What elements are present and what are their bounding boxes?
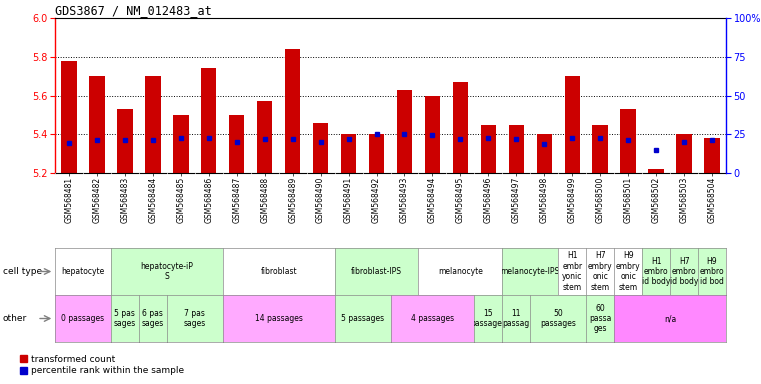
- Bar: [89, 76, 104, 173]
- Text: GSM568481: GSM568481: [65, 177, 74, 223]
- Text: H1
embr
yonic
stem: H1 embr yonic stem: [562, 252, 582, 291]
- Text: H1
embro
id body: H1 embro id body: [642, 257, 670, 286]
- Text: H9
embry
onic
stem: H9 embry onic stem: [616, 252, 641, 291]
- Text: GSM568487: GSM568487: [232, 177, 241, 223]
- Bar: [481, 124, 496, 173]
- Text: GSM568502: GSM568502: [651, 177, 661, 223]
- Text: 5 passages: 5 passages: [341, 314, 384, 323]
- Bar: [313, 122, 328, 173]
- Text: fibroblast-IPS: fibroblast-IPS: [351, 267, 402, 276]
- Text: melanocyte-IPS: melanocyte-IPS: [501, 267, 560, 276]
- Text: GSM568490: GSM568490: [316, 177, 325, 223]
- Text: GSM568499: GSM568499: [568, 177, 577, 223]
- Bar: [396, 90, 412, 173]
- Text: H7
embro
id body: H7 embro id body: [670, 257, 699, 286]
- Text: 7 pas
sages: 7 pas sages: [183, 309, 206, 328]
- Bar: [425, 96, 440, 173]
- Text: GSM568491: GSM568491: [344, 177, 353, 223]
- Text: hepatocyte: hepatocyte: [62, 267, 104, 276]
- Text: GDS3867 / NM_012483_at: GDS3867 / NM_012483_at: [55, 4, 212, 17]
- Text: fibroblast: fibroblast: [260, 267, 297, 276]
- Bar: [565, 76, 580, 173]
- Text: GSM568492: GSM568492: [372, 177, 381, 223]
- Bar: [648, 169, 664, 173]
- Text: GSM568496: GSM568496: [484, 177, 493, 223]
- Bar: [620, 109, 636, 173]
- Text: GSM568482: GSM568482: [92, 177, 101, 223]
- Bar: [201, 68, 216, 173]
- Bar: [173, 115, 189, 173]
- Bar: [117, 109, 132, 173]
- Text: cell type: cell type: [3, 267, 42, 276]
- Bar: [593, 124, 608, 173]
- Bar: [257, 101, 272, 173]
- Text: 50
passages: 50 passages: [540, 309, 576, 328]
- Text: n/a: n/a: [664, 314, 677, 323]
- Text: GSM568495: GSM568495: [456, 177, 465, 223]
- Bar: [145, 76, 161, 173]
- Text: GSM568503: GSM568503: [680, 177, 689, 223]
- Text: GSM568488: GSM568488: [260, 177, 269, 223]
- Text: 60
passa
ges: 60 passa ges: [589, 304, 611, 333]
- Bar: [62, 61, 77, 173]
- Text: 4 passages: 4 passages: [411, 314, 454, 323]
- Text: GSM568489: GSM568489: [288, 177, 297, 223]
- Text: GSM568498: GSM568498: [540, 177, 549, 223]
- Text: GSM568497: GSM568497: [512, 177, 521, 223]
- Text: GSM568494: GSM568494: [428, 177, 437, 223]
- Text: other: other: [3, 314, 27, 323]
- Text: GSM568483: GSM568483: [120, 177, 129, 223]
- Text: GSM568486: GSM568486: [204, 177, 213, 223]
- Text: 5 pas
sages: 5 pas sages: [114, 309, 136, 328]
- Text: 11
passag: 11 passag: [503, 309, 530, 328]
- Bar: [341, 134, 356, 173]
- Bar: [285, 49, 301, 173]
- Bar: [677, 134, 692, 173]
- Text: GSM568485: GSM568485: [177, 177, 186, 223]
- Text: GSM568484: GSM568484: [148, 177, 158, 223]
- Text: 0 passages: 0 passages: [62, 314, 104, 323]
- Text: GSM568493: GSM568493: [400, 177, 409, 223]
- Bar: [229, 115, 244, 173]
- Legend: transformed count, percentile rank within the sample: transformed count, percentile rank withi…: [20, 354, 183, 375]
- Text: GSM568500: GSM568500: [596, 177, 605, 223]
- Text: melanocyte: melanocyte: [438, 267, 482, 276]
- Bar: [369, 134, 384, 173]
- Bar: [453, 82, 468, 173]
- Bar: [508, 124, 524, 173]
- Bar: [705, 138, 720, 173]
- Text: GSM568501: GSM568501: [624, 177, 632, 223]
- Text: H7
embry
onic
stem: H7 embry onic stem: [588, 252, 613, 291]
- Text: 6 pas
sages: 6 pas sages: [142, 309, 164, 328]
- Text: GSM568504: GSM568504: [708, 177, 717, 223]
- Text: hepatocyte-iP
S: hepatocyte-iP S: [140, 262, 193, 281]
- Text: H9
embro
id bod: H9 embro id bod: [699, 257, 724, 286]
- Text: 14 passages: 14 passages: [255, 314, 303, 323]
- Bar: [537, 134, 552, 173]
- Text: 15
passages: 15 passages: [470, 309, 506, 328]
